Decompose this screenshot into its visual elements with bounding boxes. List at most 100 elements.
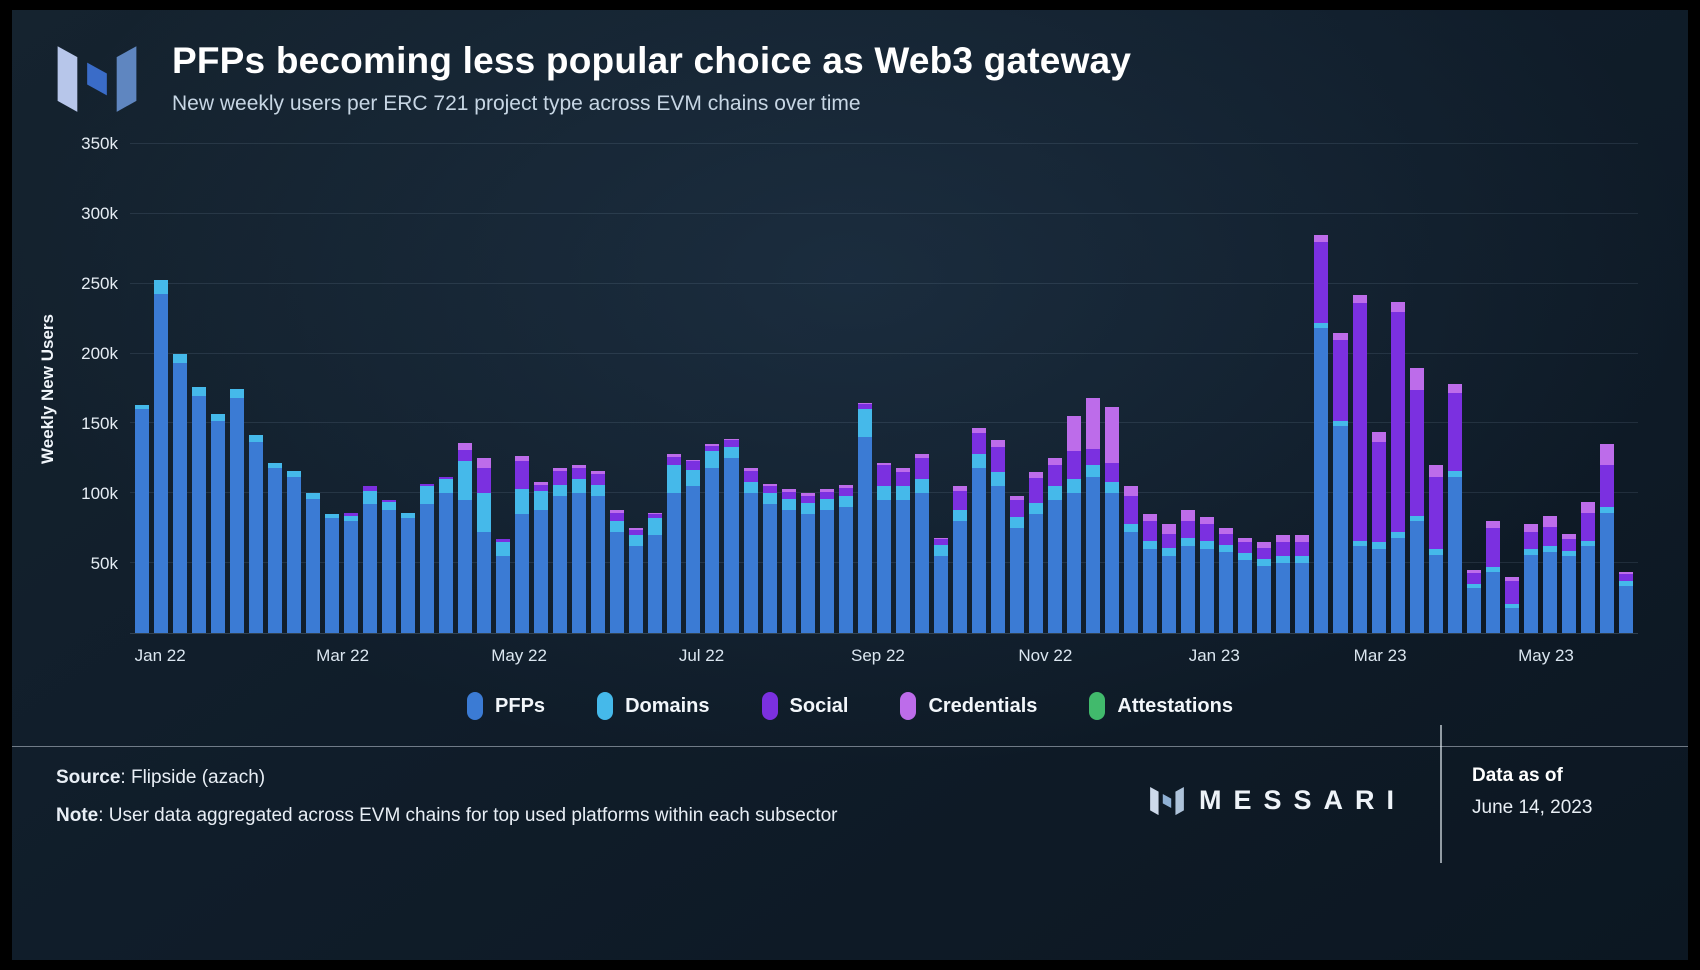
legend-item-social: Social [761, 692, 849, 720]
bar-segment-social [1028, 477, 1043, 504]
bar-segment-credentials [1028, 472, 1043, 478]
legend: PFPs Domains Social Credentials Attestat… [12, 692, 1688, 720]
bar-segment-domains [210, 413, 225, 421]
bar-segment-social [591, 473, 606, 485]
bar-segment-social [343, 512, 358, 516]
bar-segment-domains [743, 482, 758, 494]
page-title: PFPs becoming less popular choice as Web… [172, 40, 1132, 81]
bar-segment-pfps [990, 486, 1005, 633]
legend-label: Social [789, 694, 849, 717]
bar-segment-pfps [1124, 532, 1139, 633]
bar-week-31 [724, 144, 739, 633]
x-tick-label: Jan 22 [134, 646, 186, 665]
bar-segment-domains [1219, 544, 1234, 552]
bar-segment-pfps [1561, 556, 1576, 633]
bar-segment-domains [1181, 538, 1196, 547]
bar-segment-credentials [1485, 521, 1500, 529]
bar-segment-social [1219, 533, 1234, 545]
bar-segment-social [1466, 572, 1481, 585]
bar-segment-credentials [876, 462, 891, 466]
bar-segment-domains [876, 486, 891, 501]
bar-segment-social [1390, 311, 1405, 533]
bar-segment-social [971, 433, 986, 455]
bar-week-50 [1086, 144, 1101, 633]
bar-segment-social [629, 529, 644, 536]
bar-week-1 [153, 144, 168, 633]
bar-segment-social [1447, 392, 1462, 471]
brand-name: MESSARI [1198, 785, 1406, 815]
bar-segment-domains [1048, 486, 1063, 501]
bar-segment-domains [229, 388, 244, 399]
bar-segment-social [1143, 521, 1158, 541]
bar-segment-domains [952, 510, 967, 522]
bar-segment-pfps [971, 468, 986, 633]
bar-segment-pfps [1200, 549, 1215, 633]
bar-segment-credentials [1009, 496, 1024, 501]
bar-segment-credentials [553, 468, 568, 471]
bar-segment-domains [1523, 549, 1538, 555]
bar-segment-domains [134, 405, 149, 410]
bar-segment-social [1523, 532, 1538, 550]
bar-week-19 [496, 144, 511, 633]
bar-week-55 [1181, 144, 1196, 633]
x-tick-label: May 23 [1518, 646, 1574, 665]
bar-segment-pfps [648, 535, 663, 633]
bar-segment-domains [343, 515, 358, 522]
bar-week-61 [1295, 144, 1310, 633]
bar-segment-pfps [286, 476, 301, 633]
bar-week-59 [1257, 144, 1272, 633]
bar-segment-credentials [648, 512, 663, 515]
bar-segment-social [362, 486, 377, 491]
bar-week-2 [172, 144, 187, 633]
x-tick-label: May 22 [491, 646, 547, 665]
bar-segment-social [1542, 526, 1557, 547]
bar-week-22 [553, 144, 568, 633]
bar-segment-domains [1086, 465, 1101, 477]
bar-segment-pfps [876, 500, 891, 633]
bar-segment-pfps [591, 496, 606, 633]
bar-segment-pfps [895, 500, 910, 633]
bar-week-9 [305, 144, 320, 633]
bar-segment-social [1067, 451, 1082, 480]
bar-segment-pfps [1542, 551, 1557, 633]
bar-segment-credentials [591, 470, 606, 474]
bar-segment-pfps [553, 496, 568, 633]
bar-segment-domains [1447, 470, 1462, 477]
bar-segment-pfps [629, 546, 644, 633]
bar-segment-domains [591, 484, 606, 497]
bar-segment-pfps [1447, 476, 1462, 633]
bar-segment-pfps [458, 500, 473, 633]
source-line: Source: Flipside (azach) [56, 767, 838, 789]
bar-segment-social [1124, 496, 1139, 525]
bar-segment-social [914, 458, 929, 480]
x-axis: Jan 22 Mar 22 May 22 Jul 22 Sep 22 Nov 22 Jan … [130, 634, 1638, 674]
bar-segment-credentials [1124, 486, 1139, 497]
bar-week-23 [572, 144, 587, 633]
bar-segment-social [1485, 528, 1500, 568]
pfps-swatch-icon [467, 692, 484, 720]
bar-segment-social [724, 440, 739, 448]
bar-week-36 [819, 144, 834, 633]
bar-segment-domains [458, 461, 473, 501]
bar-segment-domains [1580, 540, 1595, 547]
bar-segment-credentials [629, 528, 644, 530]
bar-segment-pfps [267, 468, 282, 633]
bar-week-57 [1219, 144, 1234, 633]
bar-segment-social [838, 487, 853, 497]
bar-segment-domains [400, 512, 415, 519]
bar-segment-domains [324, 514, 339, 519]
y-axis-label: Weekly New Users [38, 314, 57, 464]
footer: Source: Flipside (azach) Note: User data… [12, 725, 1688, 960]
header-text: PFPs becoming less popular choice as Web… [172, 40, 1131, 116]
bar-week-14 [400, 144, 415, 633]
bar-segment-domains [648, 518, 663, 536]
bar-week-64 [1352, 144, 1367, 633]
bar-segment-domains [248, 434, 263, 442]
bar-week-41 [914, 144, 929, 633]
bar-segment-credentials [610, 510, 625, 513]
bar-segment-credentials [1295, 535, 1310, 543]
bar-segment-social [705, 445, 720, 452]
bar-segment-credentials [914, 454, 929, 459]
legend-label: Attestations [1117, 694, 1233, 717]
